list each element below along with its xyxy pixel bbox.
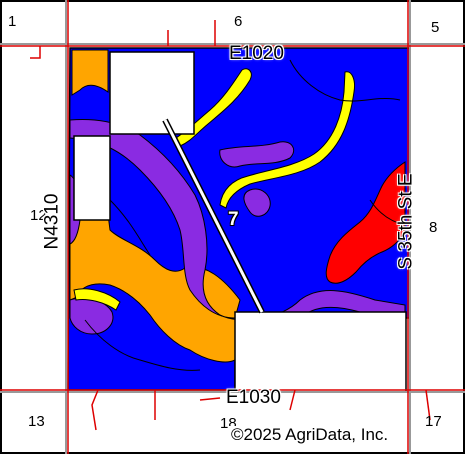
road-label-north: E1020 bbox=[229, 43, 284, 64]
copyright-notice: ©2025 AgriData, Inc. bbox=[229, 425, 391, 444]
soil-zone-purple-main bbox=[69, 119, 406, 321]
road-label-south: E1030 bbox=[226, 387, 281, 408]
excluded-parcel-southeast bbox=[234, 311, 407, 393]
soil-zone-yellow-north bbox=[175, 68, 252, 147]
soil-zone-purple-center bbox=[243, 188, 271, 217]
soil-zone-red bbox=[325, 161, 406, 284]
section-number-nw: 1 bbox=[8, 13, 17, 30]
excluded-parcel-north bbox=[109, 51, 195, 135]
soil-zone-yellow-southwest bbox=[73, 288, 121, 311]
road-label-east: S 35th St E bbox=[395, 173, 417, 270]
section-number-e: 8 bbox=[429, 219, 438, 236]
field-number-label: 7 bbox=[228, 209, 239, 230]
section-number-sw: 13 bbox=[28, 413, 45, 430]
section-number-n: 6 bbox=[234, 13, 243, 30]
field-boundary-inner bbox=[163, 119, 264, 313]
soil-zone-orange-northwest bbox=[71, 49, 109, 96]
section-number-se: 17 bbox=[425, 413, 442, 430]
excluded-parcel-west bbox=[73, 135, 111, 221]
soil-zone-yellow-east bbox=[219, 71, 355, 209]
section-number-w: 12 bbox=[30, 207, 47, 224]
section-number-ne: 5 bbox=[431, 19, 440, 36]
soil-zone-purple-north bbox=[219, 141, 295, 168]
road-label-west: N4310 bbox=[41, 193, 63, 250]
